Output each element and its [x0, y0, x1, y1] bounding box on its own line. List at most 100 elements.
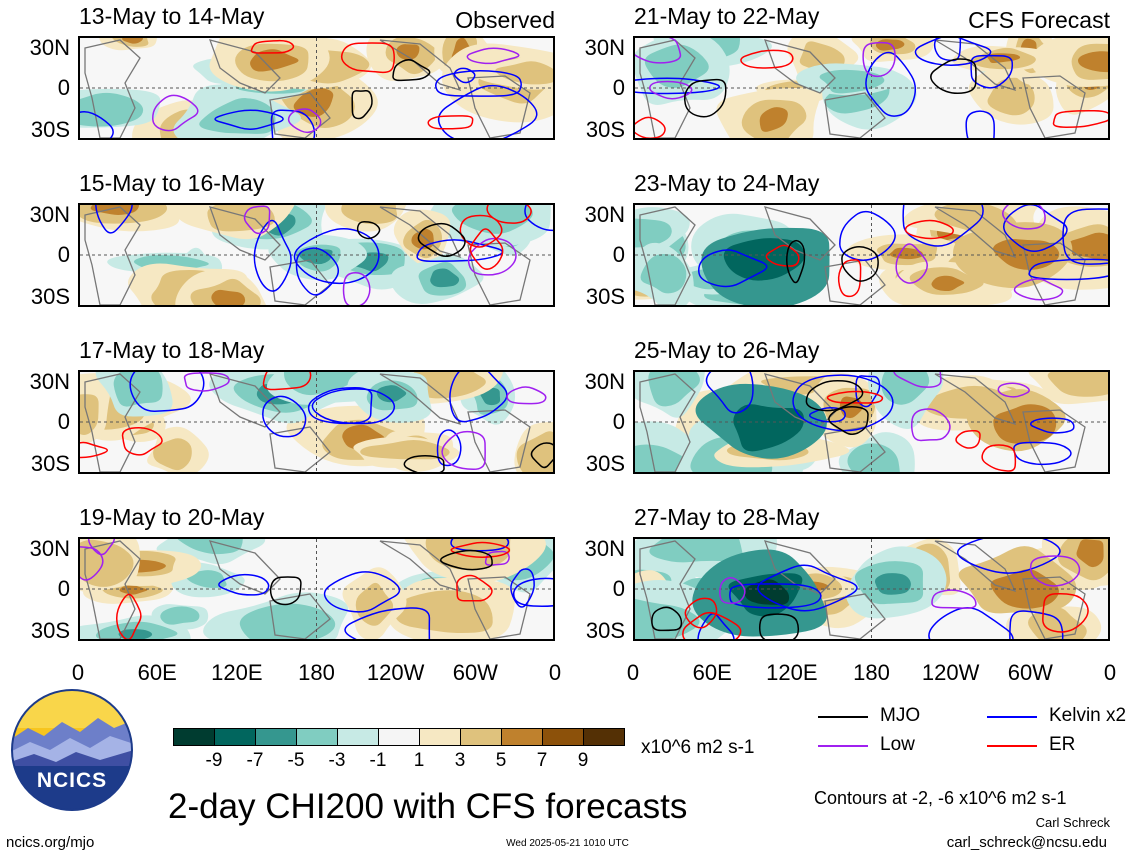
anomaly-shade	[376, 385, 407, 403]
wave-contour	[931, 589, 977, 609]
coastline	[208, 39, 281, 94]
anomaly-shade	[80, 539, 134, 587]
lon-label: 0	[626, 660, 640, 685]
main-title: 2-day CHI200 with CFS forecasts	[168, 787, 688, 826]
anomaly-shade	[1076, 539, 1104, 568]
wave-contour	[914, 38, 992, 66]
url-link[interactable]: ncics.org/mjo	[6, 834, 95, 851]
wave-contour	[453, 67, 476, 84]
wave-contour	[808, 406, 846, 423]
wave-contour	[865, 51, 917, 117]
wave-contour	[862, 41, 896, 78]
anomaly-shade	[341, 205, 398, 225]
wave-contour	[757, 564, 858, 612]
coastline	[269, 593, 331, 639]
anomaly-shade	[160, 606, 200, 625]
colorbar-label: -5	[287, 750, 305, 771]
colorbar-units: x10^6 m2 s-1	[641, 737, 755, 758]
lat-label: 30S	[585, 117, 625, 142]
lat-label: 0	[57, 409, 70, 434]
anomaly-shade	[122, 38, 143, 44]
wave-contour	[250, 39, 295, 54]
wave-contour	[826, 390, 884, 404]
wave-contour	[1013, 278, 1064, 301]
wave-contour	[837, 259, 862, 298]
lat-label: 30N	[584, 35, 625, 60]
wave-contour	[530, 442, 553, 469]
wave-contour	[469, 228, 504, 270]
panel-title: 23-May to 24-May	[634, 170, 820, 196]
wave-contour	[997, 382, 1030, 398]
wave-contour	[1062, 208, 1108, 265]
coastline	[84, 39, 141, 138]
wave-contour	[392, 59, 431, 82]
colorbar-label: 3	[454, 750, 466, 771]
anomaly-shade	[355, 582, 394, 626]
coastline	[1022, 576, 1086, 639]
anomaly-shade	[723, 238, 805, 281]
colorbar-swatch	[460, 728, 502, 746]
legend-swatch	[818, 716, 868, 718]
coastline	[379, 206, 462, 259]
wave-contour	[933, 38, 962, 62]
colorbar-label: 7	[536, 750, 548, 771]
anomaly-shade	[733, 404, 804, 452]
wave-contour	[344, 607, 431, 639]
lat-label: 30N	[584, 202, 625, 227]
anomaly-shade	[993, 404, 1057, 444]
wave-contour	[80, 110, 114, 138]
lat-label: 30S	[30, 451, 70, 476]
anomaly-shade	[931, 275, 965, 292]
wave-contour	[115, 593, 142, 639]
coastline	[379, 373, 462, 426]
wave-contour	[651, 606, 683, 632]
panel-title: 15-May to 16-May	[79, 170, 265, 196]
wave-contour	[683, 78, 727, 118]
wave-contour	[95, 205, 133, 234]
anomaly-shade	[648, 372, 700, 407]
wave-contour	[524, 205, 553, 232]
lat-label: 30S	[585, 451, 625, 476]
lon-label: 120W	[921, 660, 980, 685]
wave-contour	[80, 546, 104, 581]
anomaly-shade	[1047, 372, 1108, 397]
lon-label: 0	[1103, 660, 1117, 685]
lat-label: 30S	[585, 618, 625, 643]
panel-tag: CFS Forecast	[968, 7, 1110, 33]
email-link[interactable]: carl_schreck@ncsu.edu	[946, 834, 1107, 851]
wave-contour	[287, 108, 322, 134]
wave-contour	[510, 568, 535, 608]
anomaly-shade	[874, 573, 911, 595]
wave-contour	[981, 444, 1017, 472]
coastline	[639, 540, 696, 639]
lat-label: 30N	[29, 202, 70, 227]
wave-contour	[270, 109, 316, 138]
wave-contour	[928, 607, 1014, 639]
wave-contour	[427, 115, 474, 130]
anomaly-shade	[153, 438, 192, 471]
wave-contour	[436, 429, 462, 467]
wave-contour	[506, 386, 547, 405]
anomaly-shade	[409, 372, 486, 399]
anomaly-shade	[430, 268, 460, 288]
coastline	[934, 206, 1017, 259]
wave-contour	[895, 243, 928, 284]
anomaly-shade	[177, 539, 243, 555]
wave-contour	[486, 205, 532, 224]
colorbar-label: -3	[328, 750, 346, 771]
wave-contour	[441, 430, 486, 471]
wave-contour	[1029, 417, 1075, 434]
wave-contour	[439, 549, 493, 571]
panel-tag: Observed	[455, 7, 555, 33]
wave-contour	[87, 539, 116, 556]
anomaly-shade	[649, 539, 743, 563]
anomaly-shade	[819, 69, 885, 94]
wave-contour	[719, 576, 746, 605]
wave-contour	[1029, 555, 1081, 587]
wave-contour	[80, 441, 108, 459]
lat-label: 30N	[29, 369, 70, 394]
panel-title: 13-May to 14-May	[79, 3, 265, 29]
coastline	[467, 576, 531, 639]
logo-text: NCICS	[36, 769, 108, 792]
wave-contour	[484, 550, 510, 566]
